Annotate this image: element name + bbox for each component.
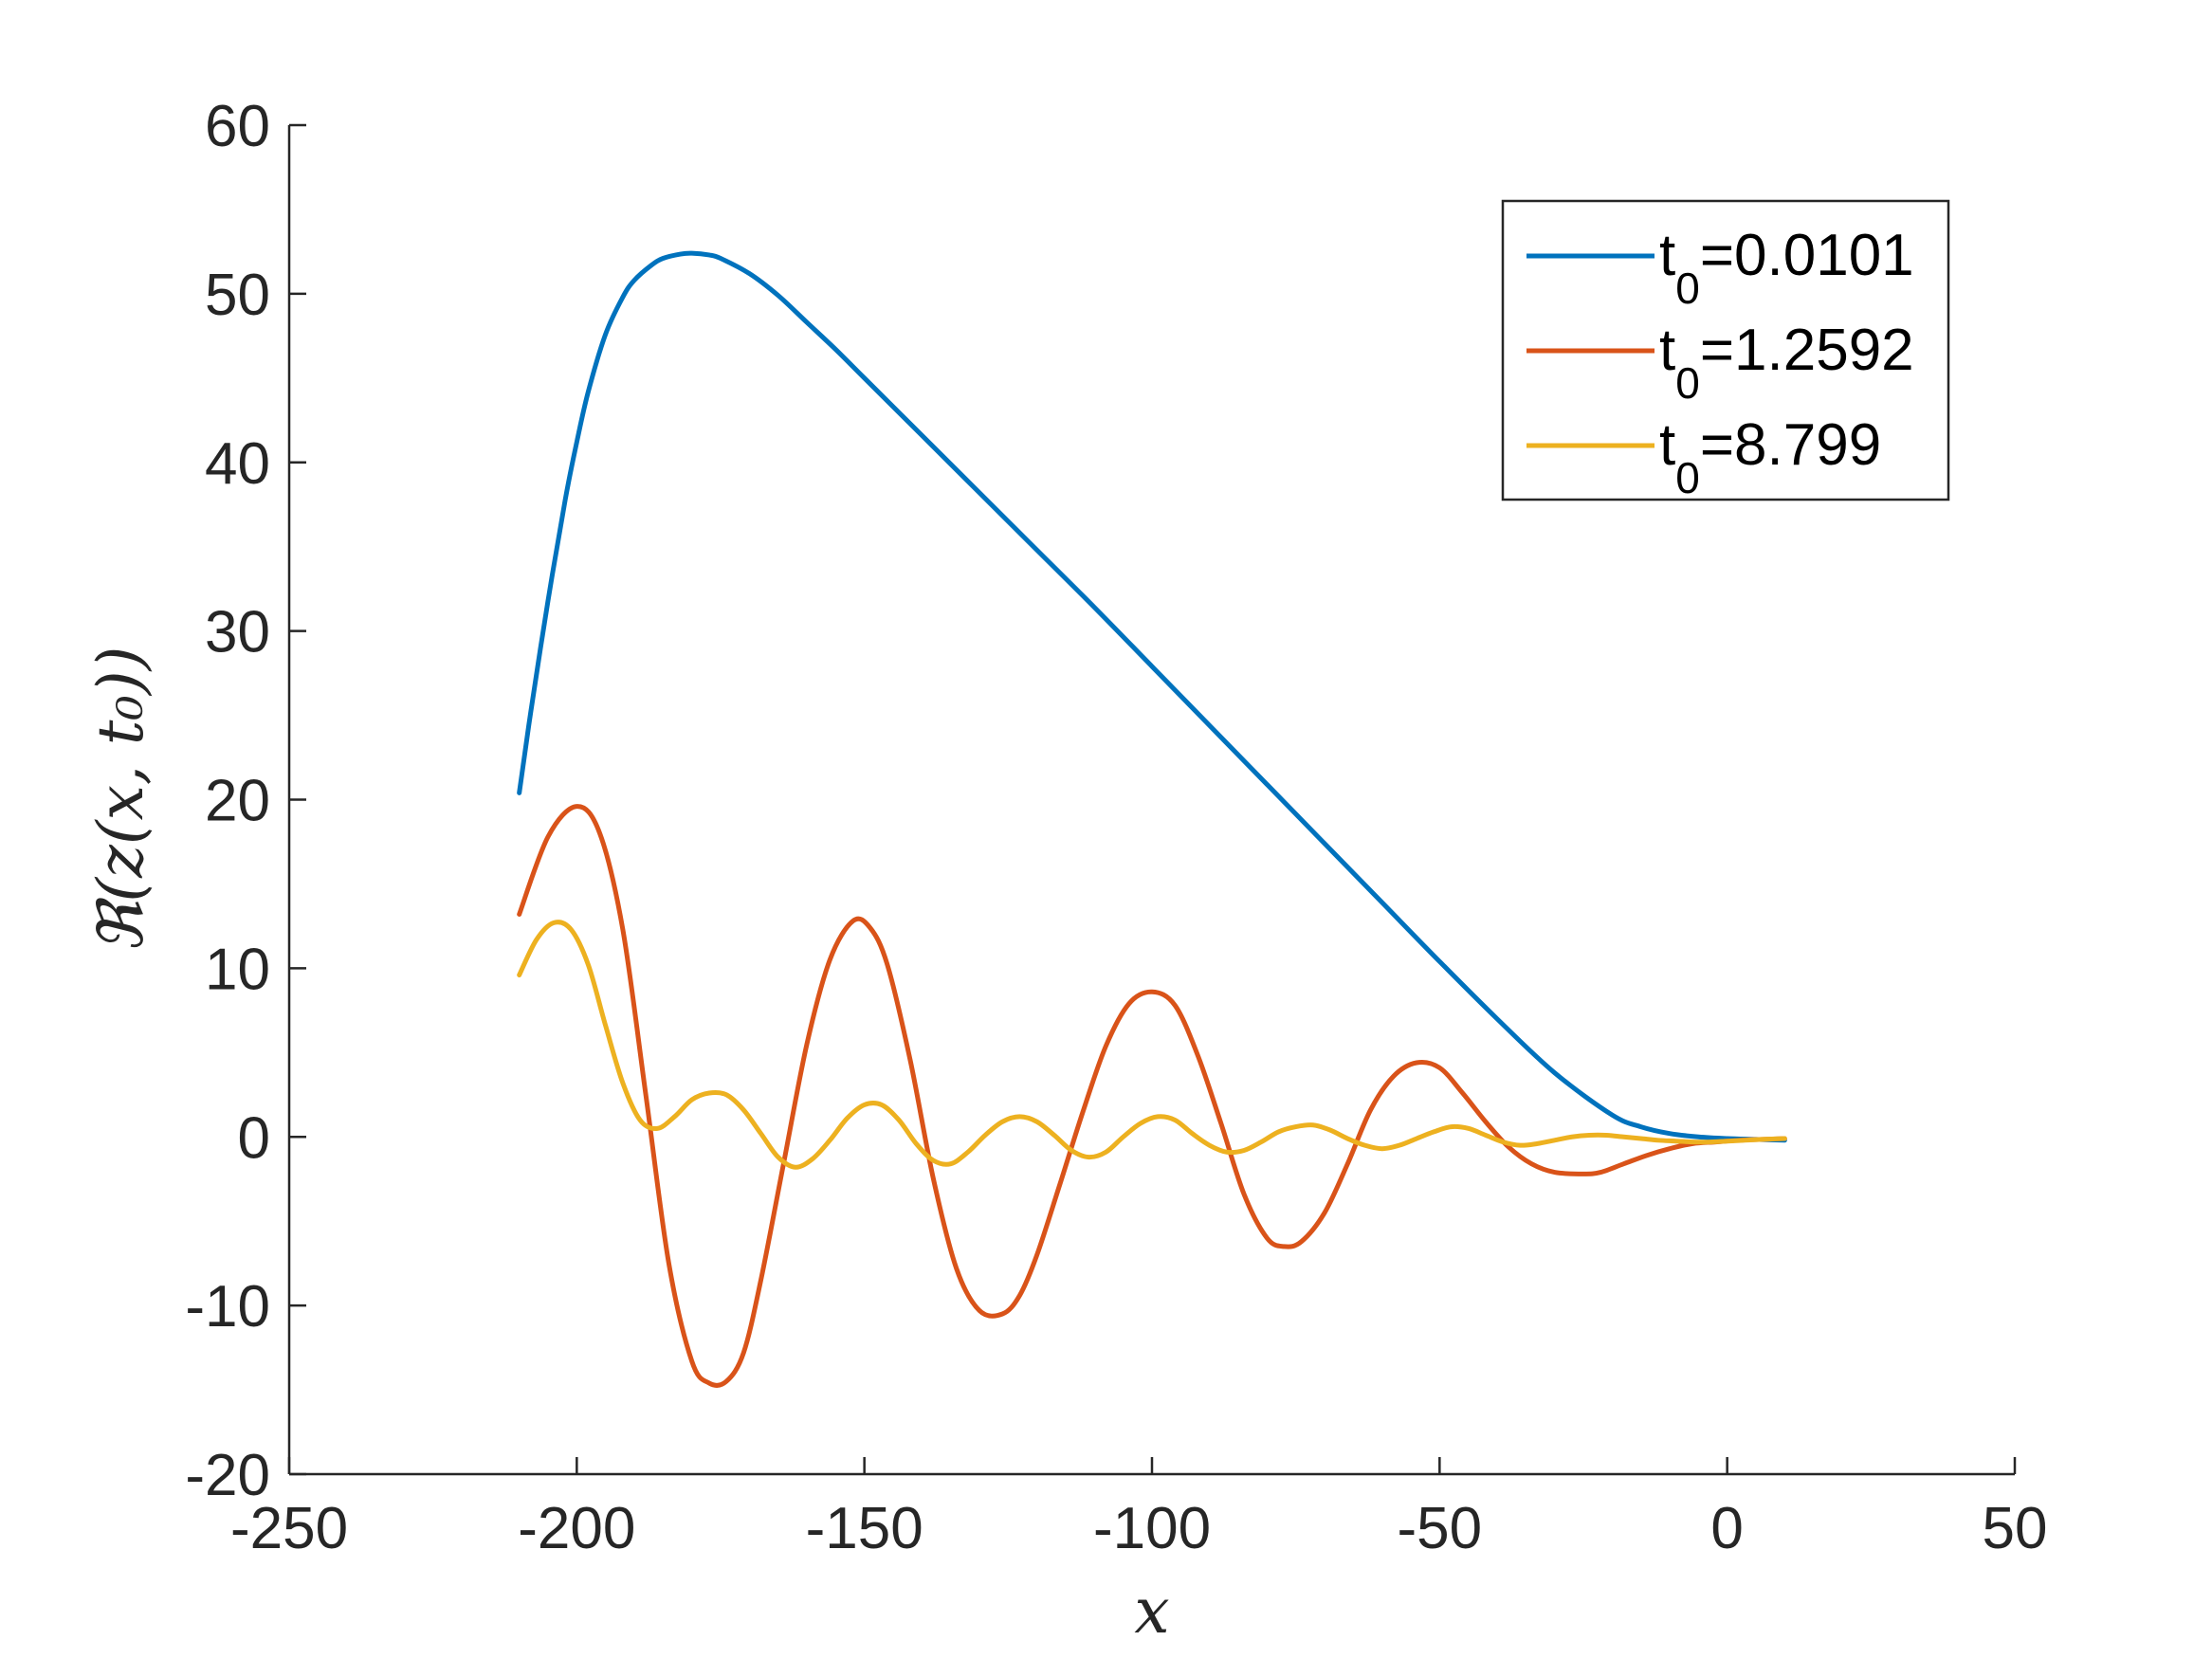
y-tick-label: 30 <box>205 600 270 665</box>
x-tick-label: -150 <box>806 1496 923 1561</box>
axes-group: -250 -200 -150 -100 -50 0 50-20-10010203040506… <box>185 94 2047 1561</box>
y-tick-label: -20 <box>185 1443 270 1508</box>
x-axis-label: x <box>1134 1575 1169 1648</box>
x-tick-label: 0 <box>1710 1496 1743 1561</box>
x-tick-label: 50 <box>1983 1496 2048 1561</box>
series-line-1 <box>517 250 1787 1143</box>
series-group <box>517 250 1787 1388</box>
y-tick-label: 50 <box>205 263 270 328</box>
x-tick-label: -100 <box>1093 1496 1211 1561</box>
y-tick-label: 0 <box>238 1105 270 1171</box>
legend-label-3: t0=8.799 <box>1659 412 1881 502</box>
y-axis-label: ℜ(z(x, t₀)) <box>84 647 157 954</box>
y-tick-label: 20 <box>205 769 270 834</box>
y-tick-label: -10 <box>185 1274 270 1340</box>
x-tick-label: -200 <box>518 1496 635 1561</box>
x-tick-label: -50 <box>1398 1496 1483 1561</box>
legend-label-2: t0=1.2592 <box>1659 318 1914 408</box>
y-tick-label: 60 <box>205 94 270 159</box>
series-line-3 <box>517 920 1787 1170</box>
legend-label-1: t0=0.0101 <box>1659 223 1914 313</box>
y-tick-label: 40 <box>205 431 270 497</box>
x-tick-label: -250 <box>230 1496 348 1561</box>
y-tick-label: 10 <box>205 937 270 1002</box>
series-line-2 <box>517 804 1787 1388</box>
